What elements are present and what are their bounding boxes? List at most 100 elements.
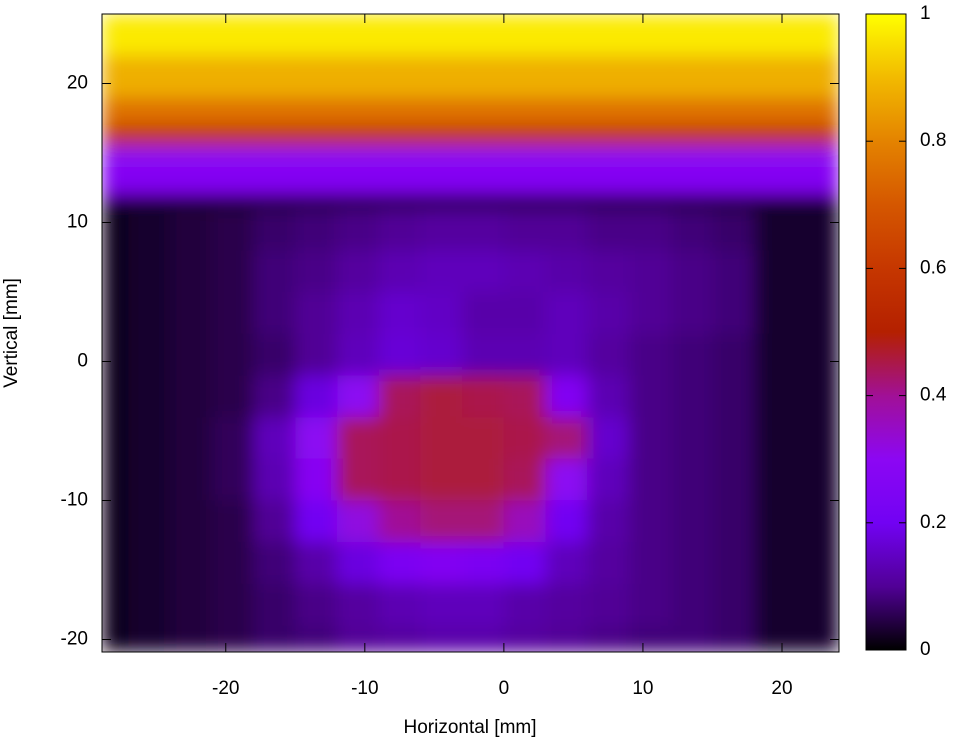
heatmap-cell	[420, 542, 463, 585]
heatmap-cell	[337, 55, 380, 98]
heatmap-cell	[253, 500, 296, 543]
heatmap-cell	[253, 333, 296, 376]
heatmap-cell	[670, 625, 713, 652]
heatmap-cell	[420, 166, 463, 196]
y-axis-label: Vertical [mm]	[1, 278, 22, 388]
heatmap-cell	[503, 542, 547, 585]
heatmap-cell	[378, 458, 421, 501]
heatmap-cell	[545, 625, 588, 652]
heatmap-cell	[378, 125, 421, 147]
heatmap-cell	[211, 375, 255, 418]
heatmap-cell	[629, 417, 672, 460]
heatmap-cell	[170, 97, 213, 126]
heatmap-cell	[629, 542, 672, 585]
heatmap-cell	[337, 194, 380, 210]
heatmap-cell	[462, 194, 505, 210]
heatmap-cell	[128, 166, 171, 196]
heatmap-cell	[503, 458, 547, 501]
heatmap-cell	[629, 194, 672, 210]
heatmap-cell	[102, 291, 129, 335]
heatmap-cell	[795, 146, 839, 168]
heatmap-cell	[102, 375, 129, 418]
heatmap-cell	[337, 500, 380, 543]
heatmap-cell	[629, 375, 672, 418]
heatmap-cell	[128, 417, 171, 460]
heatmap-cell	[795, 208, 839, 251]
heatmap-cell	[587, 542, 630, 585]
heatmap-cell	[253, 97, 296, 126]
heatmap-cell	[211, 55, 255, 98]
heatmap-cell	[712, 208, 755, 251]
heatmap-cell	[420, 500, 463, 543]
heatmap-cell	[102, 166, 129, 196]
heatmap-cell	[503, 55, 547, 98]
heatmap-cell	[295, 166, 338, 196]
heatmap-cell	[545, 291, 588, 335]
heatmap-cell	[170, 14, 213, 57]
heatmap-cell	[629, 146, 672, 168]
heatmap-cell	[295, 146, 338, 168]
heatmap-cell	[378, 14, 421, 57]
heatmap-cell	[337, 542, 380, 585]
heatmap-cell	[545, 194, 588, 210]
heatmap-cell	[170, 458, 213, 501]
heatmap-cell	[211, 166, 255, 196]
heatmap-cell	[670, 417, 713, 460]
heatmap-cell	[102, 500, 129, 543]
heatmap-cell	[295, 194, 338, 210]
heatmap-cell	[211, 14, 255, 57]
heatmap-cell	[462, 500, 505, 543]
heatmap-cell	[670, 458, 713, 501]
heatmap-cell	[712, 194, 755, 210]
x-tick-label: -20	[212, 678, 239, 699]
heatmap-cell	[795, 625, 839, 652]
heatmap-cell	[670, 208, 713, 251]
heatmap-cell	[170, 146, 213, 168]
heatmap-cell	[102, 55, 129, 98]
heatmap-cell	[712, 14, 755, 57]
y-tick-label: -20	[61, 629, 88, 650]
heatmap-cell	[295, 542, 338, 585]
heatmap	[102, 14, 839, 652]
heatmap-cell	[378, 625, 421, 652]
heatmap-cell	[337, 375, 380, 418]
heatmap-cell	[712, 97, 755, 126]
heatmap-cell	[545, 458, 588, 501]
heatmap-cell	[170, 125, 213, 147]
heatmap-cell	[670, 500, 713, 543]
heatmap-cell	[795, 194, 839, 210]
heatmap-cell	[670, 250, 713, 293]
heatmap-cell	[128, 333, 171, 376]
heatmap-cell	[420, 14, 463, 57]
heatmap-cell	[128, 291, 171, 335]
heatmap-cell	[128, 250, 171, 293]
heatmap-cell	[170, 542, 213, 585]
heatmap-cell	[337, 333, 380, 376]
heatmap-cell	[211, 208, 255, 251]
heatmap-cell	[211, 625, 255, 652]
heatmap-cell	[754, 583, 797, 627]
heatmap-cell	[128, 97, 171, 126]
heatmap-cell	[629, 55, 672, 98]
heatmap-cell	[102, 194, 129, 210]
heatmap-cell	[295, 291, 338, 335]
heatmap-cell	[629, 500, 672, 543]
y-tick-label: -10	[61, 490, 88, 511]
heatmap-cell	[102, 333, 129, 376]
heatmap-cell	[462, 417, 505, 460]
heatmap-cell	[670, 125, 713, 147]
heatmap-cell	[503, 583, 547, 627]
heatmap-cell	[754, 333, 797, 376]
heatmap-cell	[754, 375, 797, 418]
heatmap-cell	[503, 291, 547, 335]
heatmap-cell	[378, 417, 421, 460]
heatmap-cell	[712, 291, 755, 335]
heatmap-cell	[102, 583, 129, 627]
colorbar-tick-label: 0.8	[920, 130, 946, 151]
heatmap-cell	[629, 250, 672, 293]
heatmap-cell	[337, 125, 380, 147]
heatmap-cell	[128, 125, 171, 147]
heatmap-cell	[420, 417, 463, 460]
heatmap-cell	[337, 291, 380, 335]
heatmap-cell	[253, 146, 296, 168]
